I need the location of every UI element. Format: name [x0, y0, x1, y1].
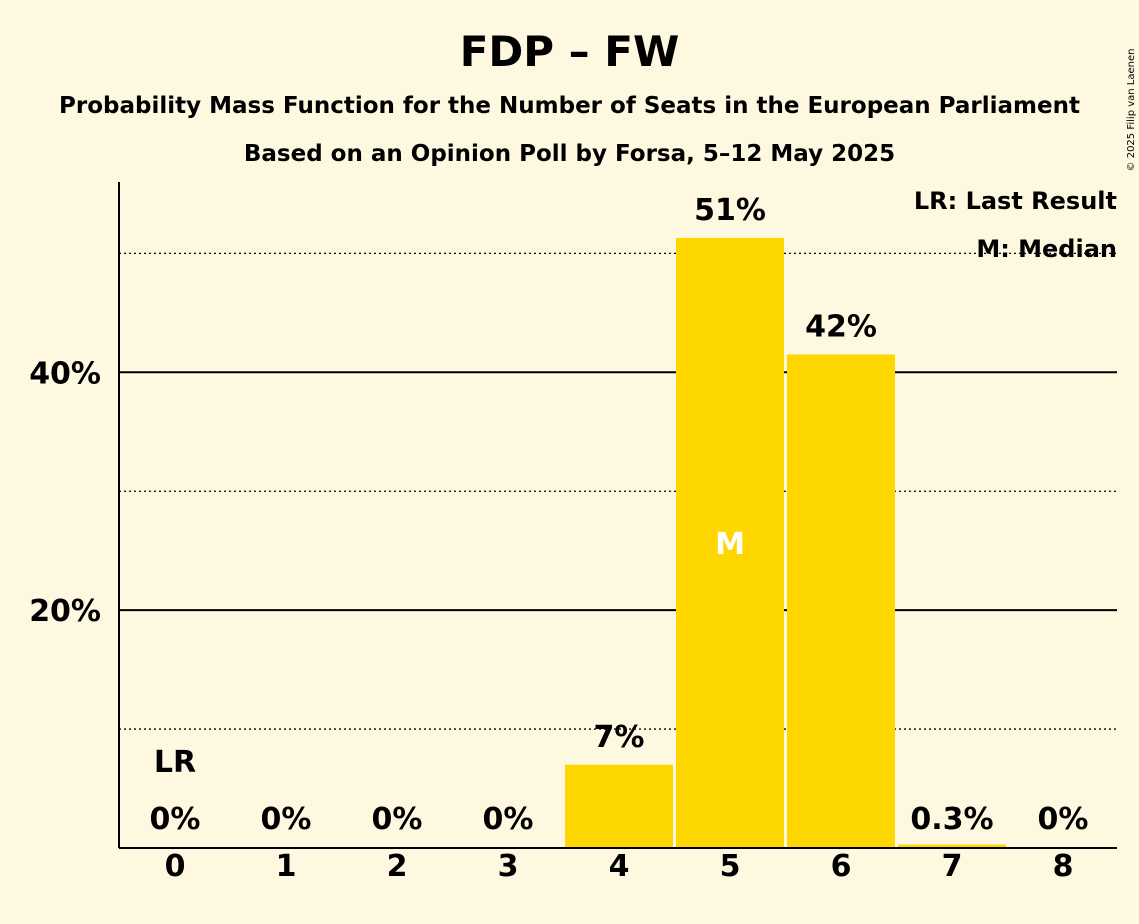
- x-tick-label: 0: [165, 849, 186, 884]
- bar: [676, 237, 784, 848]
- last-result-marker: LR: [154, 745, 196, 780]
- median-marker: M: [715, 527, 745, 562]
- data-label: 0%: [372, 802, 423, 837]
- bar: [565, 764, 673, 848]
- x-tick-label: 3: [498, 849, 519, 884]
- data-label: 0%: [261, 802, 312, 837]
- x-tick-label: 1: [276, 849, 297, 884]
- data-labels: 0% LR 0% 0% 0% 7% 51% M 42% 0.3% 0%: [150, 193, 1089, 837]
- data-label: 42%: [805, 309, 877, 344]
- legend-median: M: Median: [976, 235, 1117, 263]
- x-tick-label: 5: [720, 849, 741, 884]
- chart-subtitle: Probability Mass Function for the Number…: [59, 93, 1080, 119]
- x-tick-label: 4: [609, 849, 630, 884]
- bars: [565, 237, 1006, 848]
- axes: 20% 40% 0 1 2 3 4 5 6 7 8: [29, 182, 1117, 884]
- chart-subtitle-source: Based on an Opinion Poll by Forsa, 5–12 …: [244, 141, 895, 167]
- copyright-text: © 2025 Filip van Laenen: [1126, 49, 1137, 172]
- data-label: 51%: [694, 193, 766, 228]
- data-label: 0.3%: [910, 802, 993, 837]
- y-tick-label: 40%: [29, 356, 101, 391]
- legend-last-result: LR: Last Result: [914, 187, 1117, 215]
- y-tick-label: 20%: [29, 594, 101, 629]
- x-tick-label: 6: [831, 849, 852, 884]
- data-label: 0%: [1038, 802, 1089, 837]
- x-tick-label: 2: [387, 849, 408, 884]
- data-label: 0%: [150, 802, 201, 837]
- bar: [787, 354, 895, 848]
- x-tick-label: 7: [942, 849, 963, 884]
- bar: [898, 844, 1006, 848]
- chart-title: FDP – FW: [460, 27, 680, 76]
- data-label: 0%: [483, 802, 534, 837]
- gridlines: [119, 252, 1117, 730]
- x-tick-label: 8: [1053, 849, 1074, 884]
- data-label: 7%: [594, 720, 645, 755]
